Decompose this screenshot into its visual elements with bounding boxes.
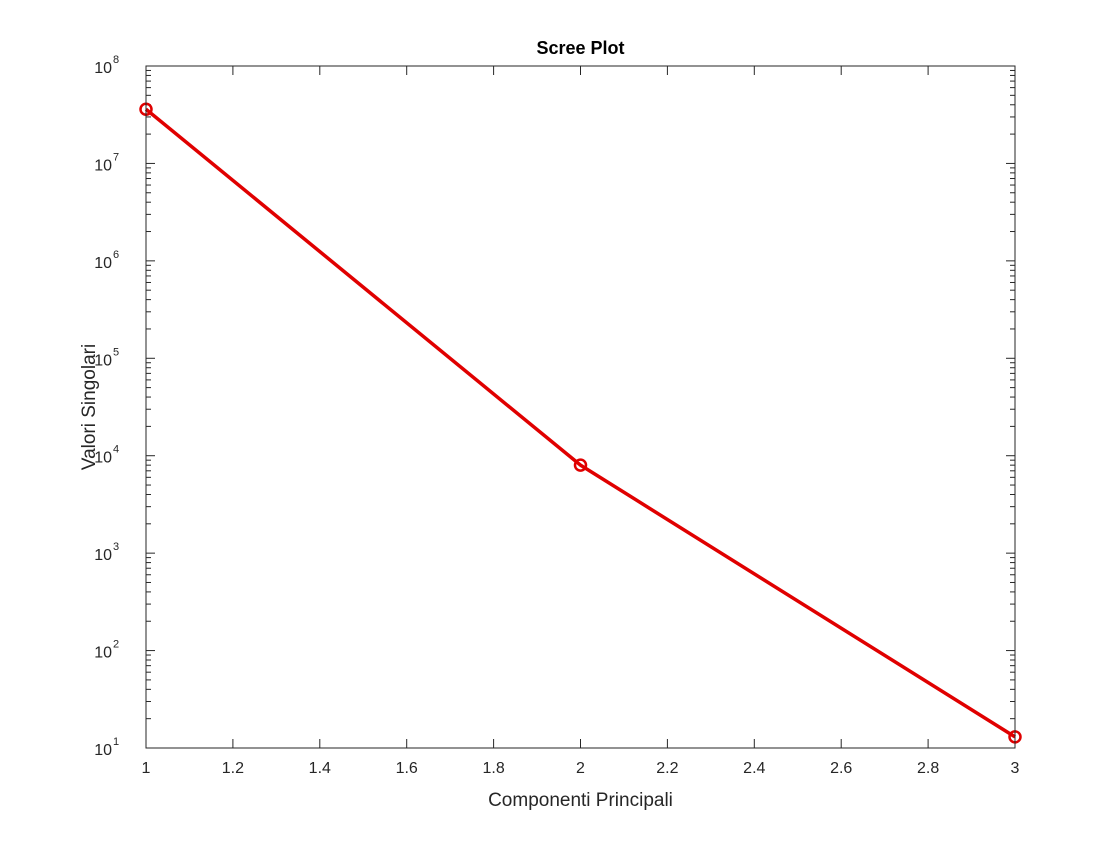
plot-area [146, 66, 1015, 748]
y-tick-base: 10 [94, 742, 112, 759]
x-tick-label: 2.8 [917, 760, 939, 777]
y-tick-label: 10 4 [94, 444, 119, 467]
y-tick-exponent: 1 [113, 736, 119, 748]
x-tick-label: 1.2 [222, 760, 244, 777]
x-tick-label: 3 [1011, 760, 1020, 777]
y-tick-exponent: 5 [113, 346, 119, 358]
axes-box [145, 65, 1016, 749]
x-tick-label: 2.2 [656, 760, 678, 777]
y-tick-label: 10 5 [94, 346, 119, 369]
x-tick-label: 1.4 [309, 760, 331, 777]
y-tick-exponent: 6 [113, 249, 119, 261]
chart-title: Scree Plot [536, 38, 624, 58]
y-tick-exponent: 8 [113, 54, 119, 66]
data-point-marker [573, 458, 588, 472]
x-tick-label: 1.6 [396, 760, 418, 777]
y-tick-base: 10 [94, 352, 112, 369]
y-tick-exponent: 2 [113, 639, 119, 651]
y-tick-label: 10 2 [94, 639, 119, 662]
y-tick-exponent: 3 [113, 541, 119, 553]
y-tick-base: 10 [94, 157, 112, 174]
x-tick-label: 2 [576, 760, 585, 777]
series-line [144, 107, 1016, 739]
x-tick-label: 1 [142, 760, 151, 777]
y-tick-exponent: 4 [113, 444, 119, 456]
x-tick-label: 2.6 [830, 760, 852, 777]
y-tick-base: 10 [94, 547, 112, 564]
y-tick-label: 10 1 [94, 736, 119, 759]
x-axis-label: Componenti Principali [488, 790, 673, 811]
y-tick-base: 10 [94, 60, 112, 77]
y-tick-base: 10 [94, 450, 112, 467]
y-axis-label: Valori Singolari [79, 344, 100, 470]
y-tick-label: 10 7 [94, 151, 119, 174]
y-tick-label: 10 6 [94, 249, 119, 272]
x-tick-label: 2.4 [743, 760, 765, 777]
y-tick-base: 10 [94, 255, 112, 272]
y-tick-label: 10 3 [94, 541, 119, 564]
x-tick-label: 1.8 [482, 760, 504, 777]
y-tick-exponent: 7 [113, 151, 119, 163]
y-tick-label: 10 8 [94, 54, 119, 77]
x-tick-labels: 1 1.2 1.4 1.6 1.8 2 2.2 2.4 2.6 2.8 3 [142, 760, 1020, 777]
y-tick-base: 10 [94, 645, 112, 662]
